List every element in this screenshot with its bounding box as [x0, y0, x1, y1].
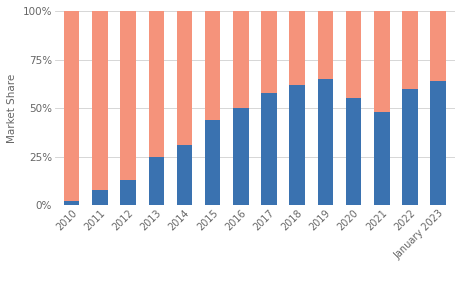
Bar	[120, 11, 136, 180]
Bar	[205, 120, 220, 205]
Bar	[431, 11, 446, 81]
Bar	[402, 89, 418, 205]
Bar	[290, 85, 305, 205]
Bar	[374, 11, 389, 112]
Bar	[120, 180, 136, 205]
Bar	[402, 11, 418, 89]
Bar	[318, 79, 333, 205]
Bar	[431, 81, 446, 205]
Bar	[148, 11, 164, 157]
Bar	[346, 11, 361, 98]
Bar	[148, 157, 164, 205]
Bar	[64, 11, 79, 201]
Bar	[64, 201, 79, 205]
Y-axis label: Market Share: Market Share	[7, 74, 17, 143]
Bar	[92, 11, 108, 190]
Bar	[261, 93, 277, 205]
Bar	[374, 112, 389, 205]
Bar	[176, 145, 192, 205]
Bar	[290, 11, 305, 85]
Bar	[92, 190, 108, 205]
Bar	[233, 108, 249, 205]
Bar	[346, 98, 361, 205]
Bar	[205, 11, 220, 120]
Bar	[318, 11, 333, 79]
Bar	[261, 11, 277, 93]
Bar	[233, 11, 249, 108]
Bar	[176, 11, 192, 145]
